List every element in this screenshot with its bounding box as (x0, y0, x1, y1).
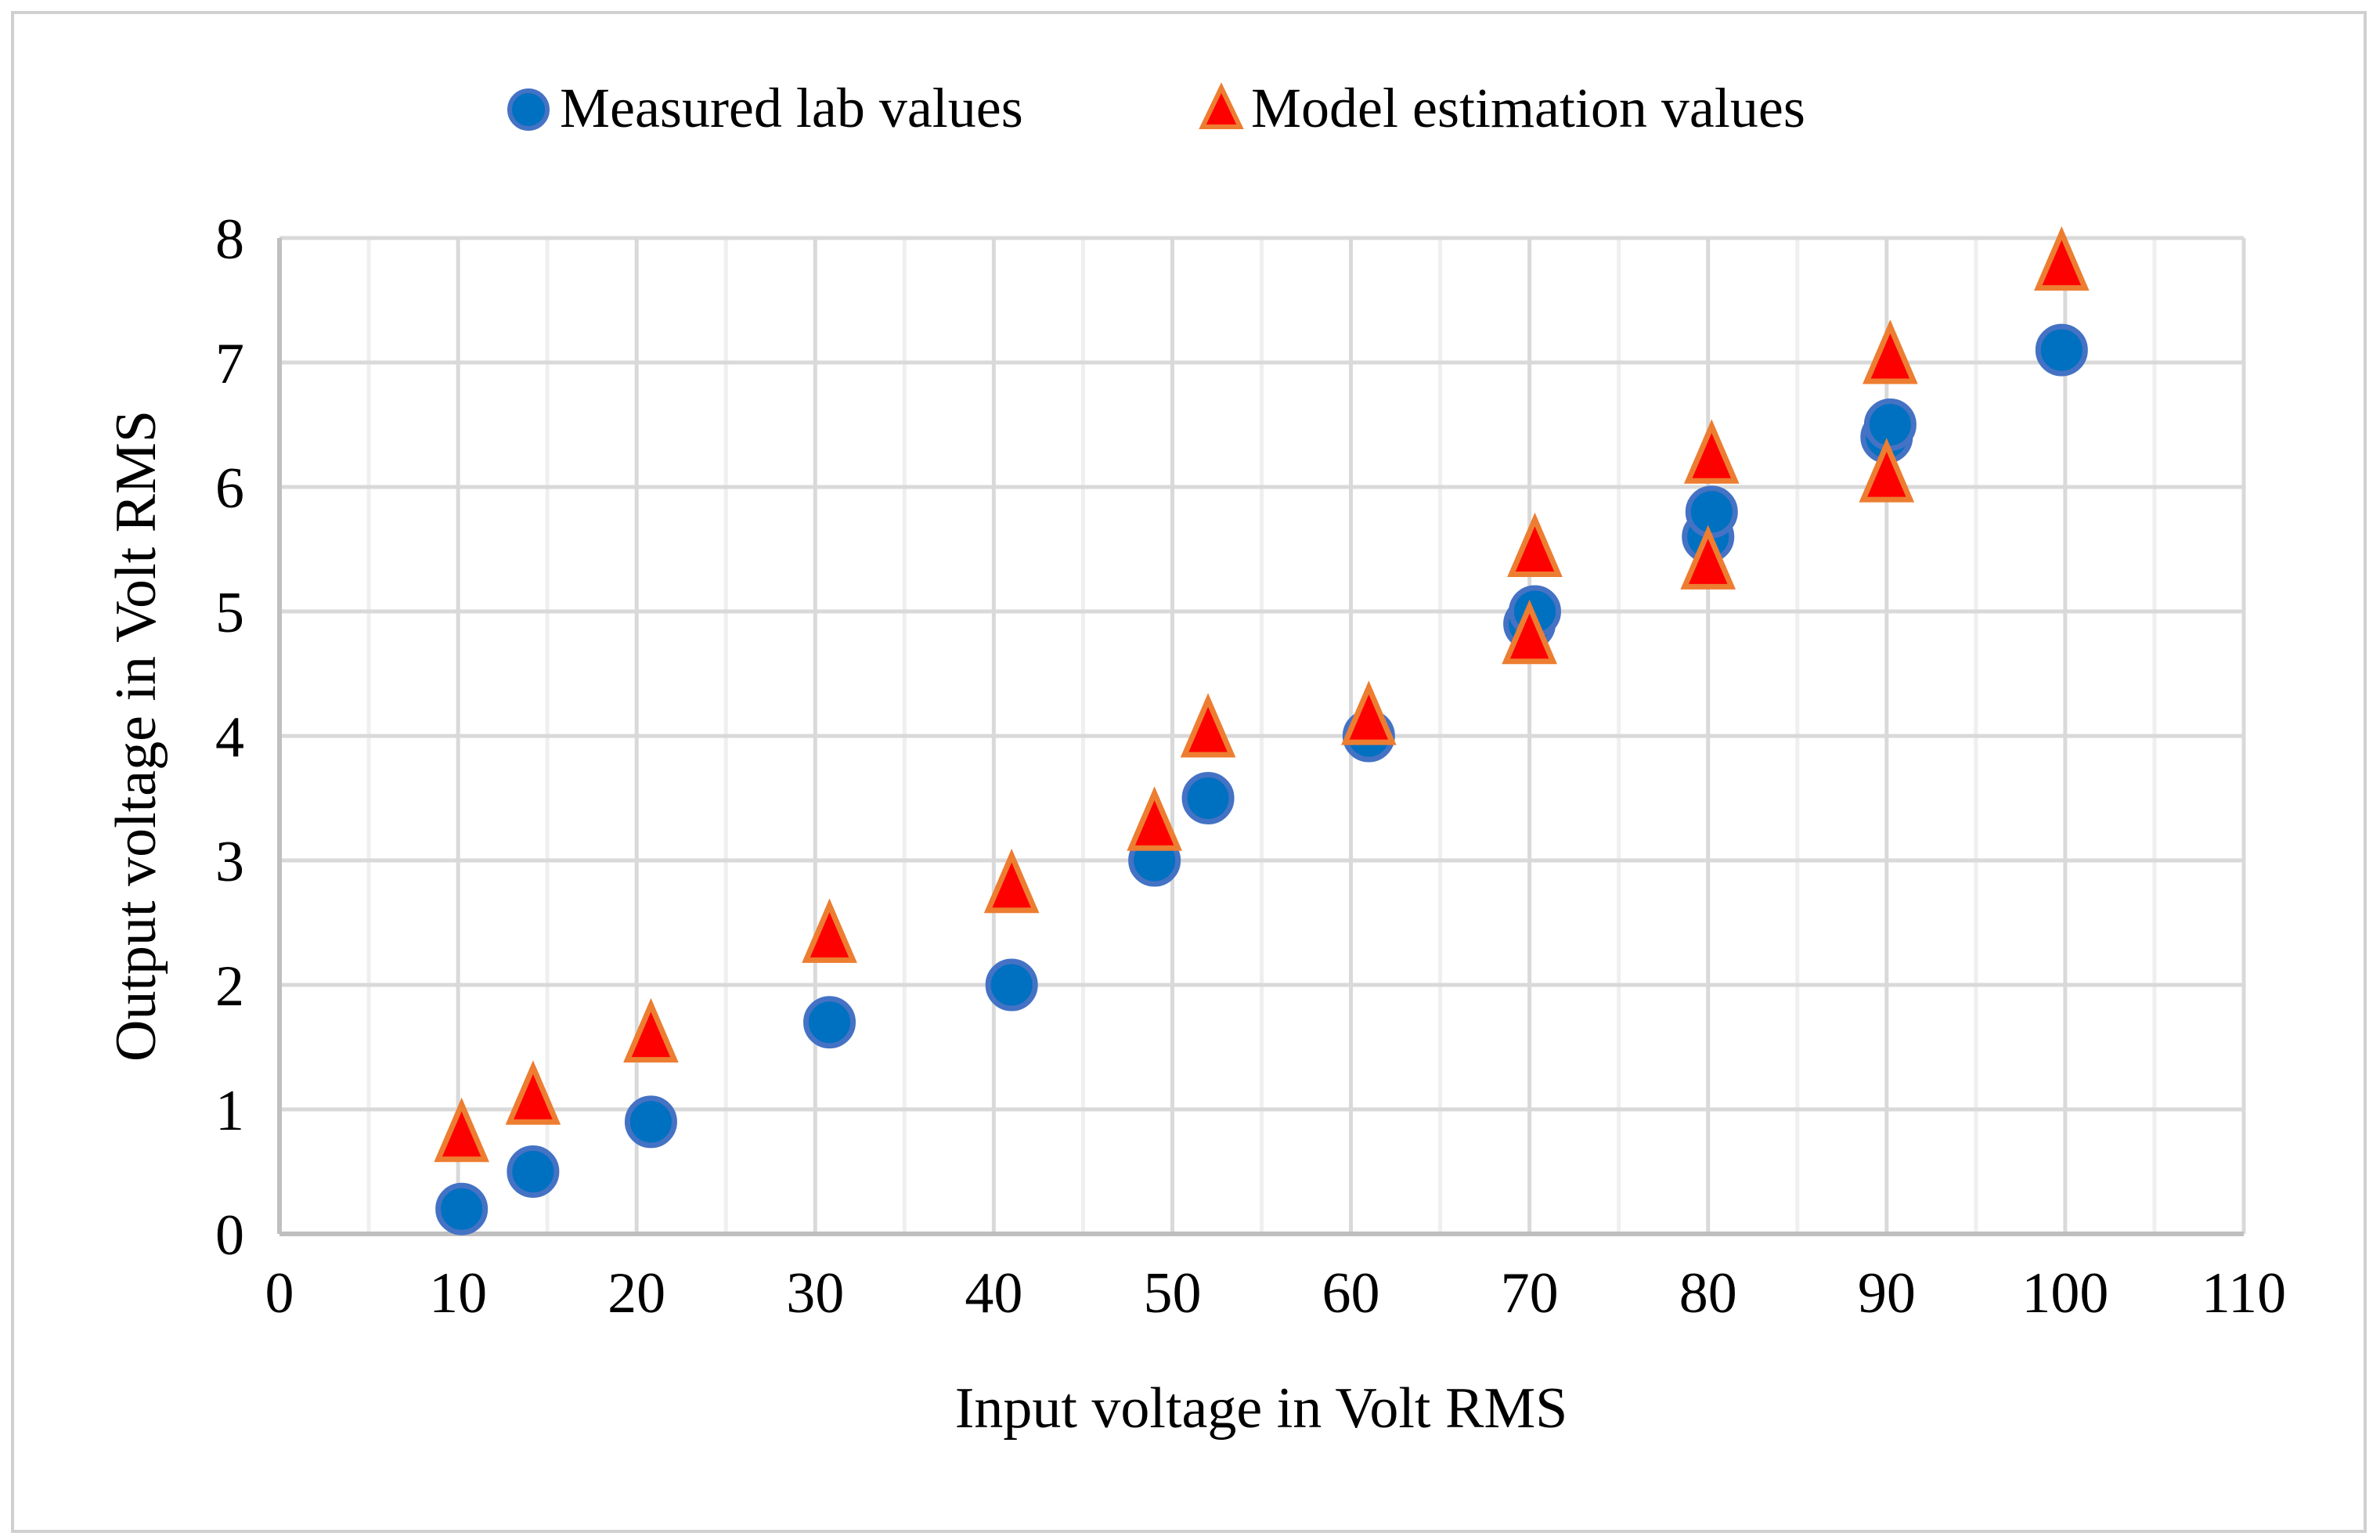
legend-label-measured: Measured lab values (560, 77, 1023, 139)
x-tick-label: 40 (965, 1261, 1022, 1325)
model-point (1507, 512, 1563, 577)
x-tick-label: 20 (608, 1261, 665, 1325)
measured-point (2035, 323, 2088, 377)
measured-point (1863, 399, 1917, 451)
y-axis-title: Output voltage in Volt RMS (104, 410, 168, 1062)
y-tick-label: 3 (215, 830, 244, 894)
y-tick-label: 7 (215, 332, 244, 396)
axes: 0 10 20 30 40 50 60 70 80 90 100 110 0 1 2 3 4 5 6 7 8 (215, 207, 2286, 1325)
model-point (802, 898, 857, 963)
x-tick-label: 70 (1501, 1261, 1559, 1325)
x-tick-label: 80 (1679, 1261, 1737, 1325)
model-point (1680, 525, 1736, 590)
measured-point (985, 958, 1038, 1012)
legend: Measured lab values Model estimation val… (507, 77, 1805, 139)
legend-label-model: Model estimation values (1251, 77, 1805, 139)
model-point (1683, 419, 1740, 484)
y-tick-label: 0 (215, 1203, 244, 1268)
x-tick-label: 0 (265, 1261, 294, 1325)
y-tick-label: 8 (215, 207, 244, 272)
model-point (1341, 680, 1397, 745)
x-axis-title: Input voltage in Volt RMS (955, 1376, 1568, 1441)
measured-point (1685, 485, 1738, 539)
model-point (1127, 786, 1182, 851)
measured-point (803, 996, 856, 1049)
x-tick-label: 30 (786, 1261, 844, 1325)
model-point (1859, 438, 1915, 503)
y-tick-label: 4 (215, 705, 244, 770)
x-tick-label: 60 (1322, 1261, 1380, 1325)
x-tick-label: 110 (2202, 1261, 2286, 1325)
model-point (1180, 693, 1236, 758)
y-tick-label: 2 (215, 954, 244, 1019)
x-tick-label: 90 (1858, 1261, 1916, 1325)
model-point (983, 848, 1040, 914)
y-tick-label: 5 (215, 581, 244, 645)
grid (279, 236, 2246, 1234)
measured-point (1181, 772, 1235, 824)
model-point (434, 1097, 489, 1163)
model-point (1863, 319, 1918, 384)
measured-point (624, 1095, 677, 1149)
x-tick-label: 10 (429, 1261, 487, 1325)
model-point (2034, 225, 2090, 291)
chart-border (11, 11, 2367, 1533)
y-tick-label: 1 (215, 1079, 244, 1143)
measured-point (507, 1145, 560, 1198)
y-tick-label: 6 (215, 456, 244, 521)
measured-point (435, 1182, 489, 1235)
model-point (505, 1060, 561, 1125)
x-tick-label: 50 (1143, 1261, 1201, 1325)
model-point (623, 997, 679, 1063)
legend-circle-icon (507, 88, 550, 131)
x-tick-label: 100 (2021, 1261, 2108, 1325)
legend-triangle-icon (1199, 82, 1244, 129)
data-marks (434, 225, 2090, 1235)
model-point (1502, 599, 1557, 665)
